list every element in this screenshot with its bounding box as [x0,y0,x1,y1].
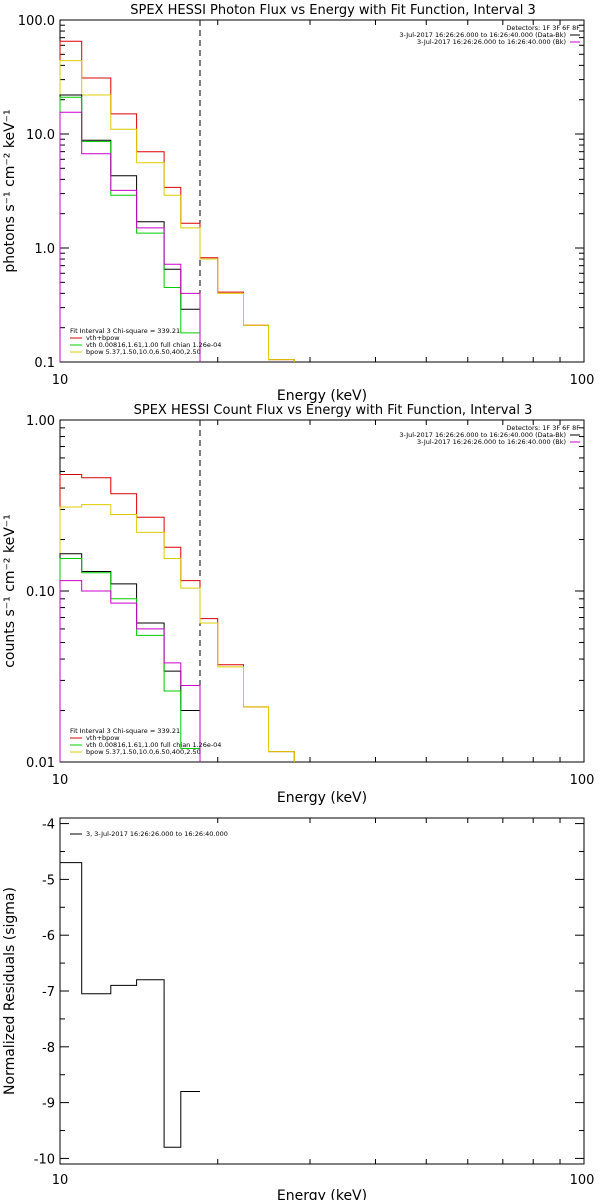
photon-flux-y-tick-labels: 0.1 1.0 10.0 100.0 [18,14,55,371]
photon-flux-y-label: photons s⁻¹ cm⁻² keV⁻¹ [2,109,18,272]
photon-flux-series [59,40,295,362]
photon-flux-legend-total: vth+bpow [86,334,120,342]
count-flux-legend-vth: vth 0.00816,1.61,1.00 full chian 1.26e-0… [86,741,221,749]
residuals-series-total [59,862,200,1164]
residuals-x-label: Energy (keV) [277,1188,367,1200]
photon-flux-panel: SPEX HESSI Photon Flux vs Energy with Fi… [2,3,594,404]
count-flux-y-tick-label: 1.00 [26,414,55,429]
count-flux-interval-bk: 3-Jul-2017 16:26:26.000 to 16:26:40.000 … [417,438,566,446]
count-flux-info-block: Detectors: 1F 3F 6F 8F 3-Jul-2017 16:26:… [399,424,580,446]
photon-flux-legend-bpow: bpow 5.37,1.50,10.0,6.50,400,2.50 [86,348,201,356]
photon-flux-title: SPEX HESSI Photon Flux vs Energy with Fi… [130,3,536,18]
count-flux-series-fit [59,474,295,762]
photon-flux-x-tick-10: 10 [52,373,69,388]
residuals-y-tick-label: -5 [42,873,55,888]
count-flux-legend-total: vth+bpow [86,734,120,742]
count-flux-series-bpow [59,504,295,762]
residuals-series [59,862,200,1164]
photon-flux-detectors: Detectors: 1F 3F 6F 8F [506,24,580,32]
photon-flux-x-tick-100: 100 [570,373,595,388]
photon-flux-y-minor-ticks [60,19,584,363]
residuals-legend-text: 3, 3-Jul-2017 16:26:26.000 to 16:26:40.0… [86,830,228,838]
count-flux-legend: Fit Interval 3 Chi-square = 339.21 vth+b… [70,727,221,756]
photon-flux-legend-vth: vth 0.00816,1.61,1.00 full chian 1.26e-0… [86,341,221,349]
count-flux-detectors: Detectors: 1F 3F 6F 8F [506,424,580,432]
photon-flux-legend-header: Fit Interval 3 Chi-square = 339.21 [70,327,180,335]
count-flux-x-label: Energy (keV) [277,790,367,806]
count-flux-series [59,474,295,762]
residuals-panel: -10 -9 -8 -7 -6 -5 -4 10 100 Energy (keV) Norm… [2,817,595,1200]
residuals-axes-frame [59,817,585,1165]
count-flux-y-tick-labels: 0.01 0.10 1.00 [26,414,55,771]
residuals-y-tick-label: -8 [42,1041,55,1056]
photon-flux-axes-frame [59,19,585,363]
photon-flux-y-tick-label: 10.0 [26,128,55,143]
count-flux-x-tick-10: 10 [52,773,69,788]
photon-flux-y-tick-label: 100.0 [18,14,55,29]
count-flux-legend-bpow: bpow 5.37,1.50,10.0,6.50,400,2.50 [86,748,201,756]
residuals-y-label: Normalized Residuals (sigma) [2,887,18,1095]
count-flux-x-tick-100: 100 [570,773,595,788]
photon-flux-series-vth [59,96,201,362]
photon-flux-x-label: Energy (keV) [277,388,367,404]
residuals-y-minor-ticks [60,823,584,1159]
count-flux-y-label: counts s⁻¹ cm⁻² keV⁻¹ [2,514,18,668]
photon-flux-series-data [59,111,201,362]
photon-flux-y-tick-label: 0.1 [34,356,55,371]
count-flux-y-minor-ticks [60,419,584,763]
photon-flux-series-fit [59,40,295,362]
residuals-y-tick-label: -6 [42,929,55,944]
count-flux-y-tick-label: 0.10 [26,585,55,600]
count-flux-legend-header: Fit Interval 3 Chi-square = 339.21 [70,727,180,735]
count-flux-series-data [59,580,201,762]
count-flux-panel: SPEX HESSI Count Flux vs Energy with Fit… [2,403,594,806]
residuals-y-tick-labels: -10 -9 -8 -7 -6 -5 -4 [34,818,55,1168]
photon-flux-interval-data: 3-Jul-2017 16:26:26.000 to 16:26:40.000 … [399,31,566,39]
residuals-y-tick-label: -9 [42,1097,55,1112]
residuals-legend: 3, 3-Jul-2017 16:26:26.000 to 16:26:40.0… [70,830,228,838]
residuals-x-tick-100: 100 [570,1173,595,1188]
photon-flux-legend: Fit Interval 3 Chi-square = 339.21 vth+b… [70,327,221,356]
count-flux-x-minor-ticks [59,420,585,762]
count-flux-axes-frame [59,419,585,763]
residuals-y-tick-label: -7 [42,985,55,1000]
residuals-y-tick-label: -4 [42,818,55,833]
residuals-x-minor-ticks [59,818,585,1164]
count-flux-interval-data: 3-Jul-2017 16:26:26.000 to 16:26:40.000 … [399,431,566,439]
residuals-y-tick-label: -10 [34,1152,55,1167]
photon-flux-series-total [59,94,201,362]
photon-flux-y-tick-label: 1.0 [34,242,55,257]
photon-flux-info-block: Detectors: 1F 3F 6F 8F 3-Jul-2017 16:26:… [399,24,580,46]
residuals-x-tick-10: 10 [52,1173,69,1188]
photon-flux-interval-bk: 3-Jul-2017 16:26:26.000 to 16:26:40.000 … [417,38,566,46]
count-flux-y-tick-label: 0.01 [26,756,55,771]
photon-flux-x-minor-ticks [59,20,585,362]
photon-flux-series-bpow [59,60,295,362]
count-flux-title: SPEX HESSI Count Flux vs Energy with Fit… [134,403,533,418]
